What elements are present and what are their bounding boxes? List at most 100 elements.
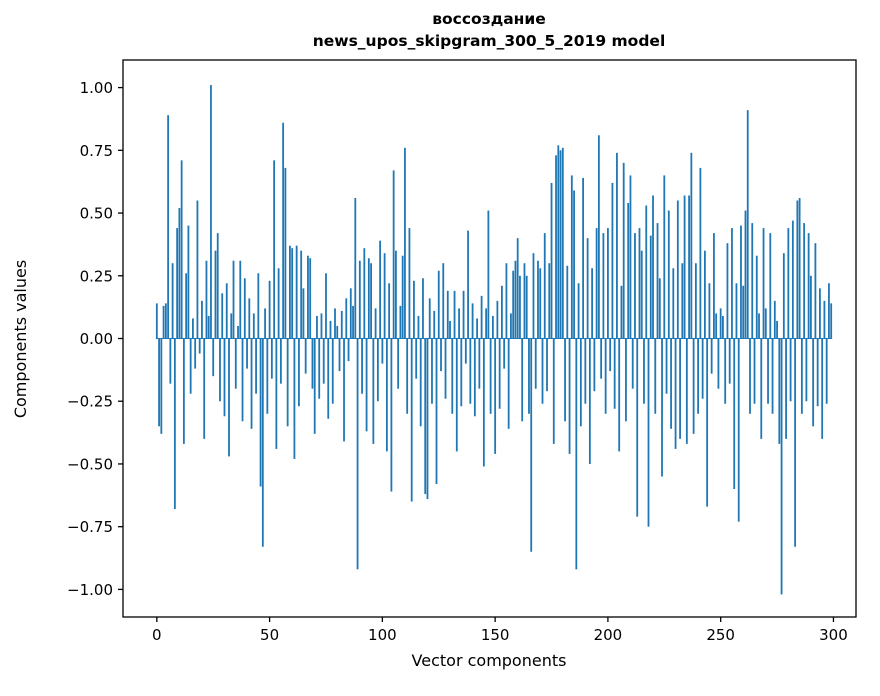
bar — [758, 313, 760, 339]
bar — [663, 175, 666, 339]
bar — [773, 300, 776, 339]
bar — [422, 278, 424, 339]
bar — [428, 298, 431, 339]
bar — [248, 298, 251, 339]
x-tick-label: 0 — [152, 626, 162, 644]
bar — [266, 338, 269, 414]
bar — [413, 280, 415, 339]
bar — [503, 338, 506, 369]
bar — [406, 338, 409, 414]
bar — [737, 338, 740, 522]
bar — [467, 230, 469, 339]
x-tick-label: 150 — [481, 626, 510, 644]
bar — [600, 338, 603, 379]
bar — [372, 338, 375, 444]
bar — [302, 288, 305, 339]
bar — [268, 280, 271, 339]
bar — [753, 338, 756, 404]
y-tick-label: −0.50 — [67, 455, 113, 473]
bar — [543, 233, 546, 339]
bar — [564, 338, 566, 422]
bar — [519, 275, 521, 339]
bar — [550, 182, 553, 339]
bar — [507, 338, 510, 429]
bar — [162, 305, 165, 339]
bar — [602, 233, 605, 339]
bar — [672, 268, 675, 339]
bar — [794, 338, 796, 547]
bar — [444, 338, 447, 399]
bar — [787, 228, 790, 339]
bar — [376, 338, 379, 402]
y-tick-label: 0.75 — [80, 142, 113, 160]
bar — [417, 315, 420, 339]
bar — [464, 338, 467, 364]
bar — [424, 338, 427, 495]
y-tick-label: 0.25 — [80, 267, 113, 285]
bar — [557, 145, 560, 339]
bar — [823, 300, 826, 339]
bar — [595, 228, 598, 339]
bar — [501, 285, 503, 339]
bar — [277, 268, 280, 339]
bar — [189, 338, 192, 394]
bar — [692, 338, 695, 434]
bar — [203, 338, 206, 439]
bar — [577, 283, 580, 339]
bar — [566, 265, 569, 339]
bar — [374, 308, 377, 339]
bar — [638, 228, 641, 339]
bar — [559, 150, 562, 339]
bar — [158, 338, 160, 427]
bar — [597, 135, 600, 339]
bar — [751, 223, 754, 339]
bar — [570, 175, 573, 339]
bar — [401, 255, 404, 339]
bar — [395, 250, 397, 339]
bar — [755, 255, 758, 339]
chart-title-model: news_upos_skipgram_300_5_2019 model — [313, 32, 666, 50]
bar — [620, 285, 623, 339]
bar — [171, 263, 174, 339]
bar — [525, 275, 528, 339]
bar — [521, 338, 524, 422]
bar — [735, 283, 738, 339]
bar — [805, 338, 808, 402]
bar — [426, 338, 429, 500]
bar — [252, 313, 255, 339]
bar — [210, 85, 212, 339]
bar — [462, 290, 465, 339]
bar — [293, 338, 296, 459]
bar — [205, 260, 208, 339]
bar — [340, 310, 343, 339]
bar — [223, 338, 226, 417]
bar — [510, 313, 512, 339]
bar — [708, 283, 711, 339]
bar — [746, 110, 749, 339]
bar — [241, 338, 244, 422]
bar — [196, 200, 199, 339]
bar — [555, 155, 557, 339]
bar — [609, 338, 612, 372]
bar — [697, 338, 700, 414]
bar — [329, 320, 332, 339]
bar — [313, 338, 316, 434]
bar — [532, 253, 535, 339]
y-axis-label: Components values — [11, 260, 30, 418]
bar — [327, 338, 330, 419]
bar — [225, 283, 228, 339]
bar — [688, 195, 690, 339]
bar — [498, 338, 501, 409]
bar — [667, 210, 670, 339]
bar — [629, 175, 632, 339]
bar — [237, 325, 239, 339]
bar — [349, 288, 352, 339]
bar — [573, 190, 575, 339]
bar — [485, 308, 488, 339]
bar — [334, 308, 336, 339]
bar — [622, 162, 625, 339]
bar — [415, 338, 418, 379]
bar — [514, 260, 517, 339]
bar — [230, 313, 233, 339]
